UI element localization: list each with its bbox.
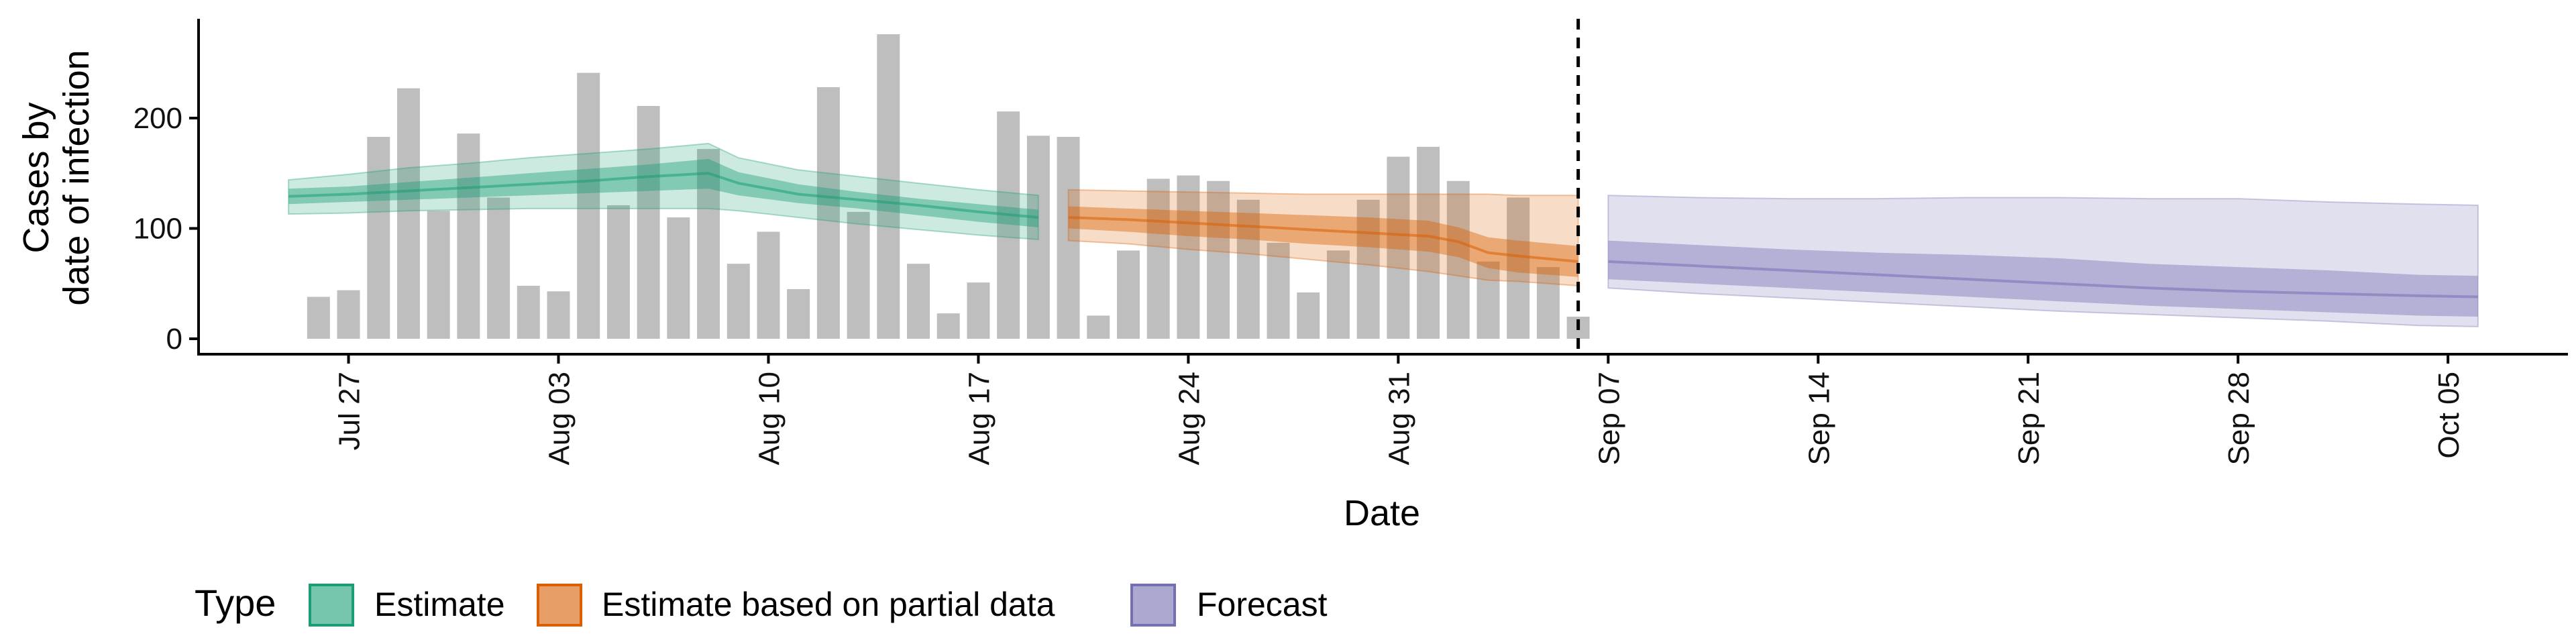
observed-case-bar [697,149,720,339]
x-tick-label: Aug 24 [1173,372,1205,465]
legend-label-estimate: Estimate [374,586,505,623]
series-outer-interval [288,142,1039,241]
x-axis-title: Date [1344,493,1420,533]
observed-case-bar [1267,242,1290,339]
series-inner-interval [1608,240,2478,317]
observed-case-bar [367,136,390,339]
observed-case-bar [396,88,420,339]
estimate-ribbons [288,142,2479,327]
observed-case-bar [517,286,540,339]
y-axis-title: Cases by date of infection [16,50,97,305]
observed-case-bar [757,231,780,339]
observed-case-bar [1326,250,1350,339]
observed-case-bar [1116,250,1140,339]
legend-label-partial: Estimate based on partial data [602,586,1055,623]
legend-item-forecast: Forecast [1130,584,1328,627]
x-tick-label: Sep 21 [2012,372,2045,465]
observed-case-bar [967,282,990,339]
observed-case-bar [1236,199,1260,339]
series-outer-interval [1607,195,2479,327]
observed-case-bar [1057,136,1080,339]
observed-case-bar [307,297,330,339]
observed-cases-bars [307,34,1590,339]
observed-case-bar [1177,175,1200,339]
observed-case-bar [606,205,630,339]
series-median-line [1068,216,1578,263]
observed-case-bar [1087,315,1110,339]
observed-case-bar [487,197,511,339]
x-tick-label: Aug 10 [753,372,786,465]
observed-case-bar [1536,267,1560,339]
series-median-line [288,172,1038,219]
observed-case-bar [727,264,750,339]
x-tick-label: Aug 17 [963,372,996,465]
x-tick-label: Sep 14 [1803,372,1835,465]
y-axis-title-line-2: date of infection [56,50,97,305]
observed-case-bar [907,264,930,339]
observed-case-bar [577,72,600,339]
legend-key-forecast [1130,584,1176,627]
observed-case-bar [337,290,360,339]
legend-label-forecast: Forecast [1197,586,1328,623]
observed-case-bar [427,211,450,339]
legend-key-estimate [309,584,354,627]
x-axis-ticks: Jul 27 Aug 03 Aug 10 Aug 17 Aug 24 Aug 31 Sep … [333,354,2465,465]
observed-case-bar [547,291,570,339]
series-1 [288,142,1039,241]
observed-case-bar [457,133,480,339]
legend-item-estimate: Estimate [309,584,505,627]
observed-case-bar [1026,136,1050,339]
observed-case-bar [1297,292,1320,339]
y-axis-ticks: 0 100 200 [133,102,199,356]
y-tick-label: 0 [166,323,182,356]
observed-case-bar [1207,180,1230,339]
legend-key-partial [537,584,582,627]
observed-case-bar [1356,199,1380,339]
y-tick-label: 200 [133,102,182,135]
x-tick-label: Aug 31 [1383,372,1415,465]
legend-item-partial: Estimate based on partial data [537,584,1055,627]
observed-case-bar [877,34,900,339]
observed-case-bar [1507,197,1530,339]
x-tick-label: Jul 27 [333,372,366,450]
observed-case-bar [787,288,810,339]
legend: Type Estimate Estimate based on partial … [195,582,1328,627]
observed-case-bar [1417,146,1440,339]
observed-case-bar [847,211,870,339]
observed-case-bar [997,111,1020,339]
observed-case-bar [1477,261,1500,339]
series-2 [1067,189,1579,287]
series-inner-interval [288,158,1038,227]
x-tick-label: Oct 05 [2432,372,2465,459]
observed-case-bar [1446,180,1470,339]
observed-case-bar [1146,178,1170,339]
legend-title: Type [195,582,276,624]
series-median-line [1608,260,2478,299]
y-tick-label: 100 [133,213,182,246]
observed-case-bar [667,217,690,339]
observed-case-bar [936,313,960,339]
x-tick-label: Aug 03 [543,372,576,465]
x-tick-label: Sep 28 [2222,372,2255,465]
x-tick-label: Sep 07 [1593,372,1625,465]
observed-case-bar [1387,156,1410,339]
series-3 [1607,195,2479,327]
observed-case-bar [816,87,840,339]
y-axis-title-line-1: Cases by [16,102,56,253]
observed-case-bar [637,105,660,339]
